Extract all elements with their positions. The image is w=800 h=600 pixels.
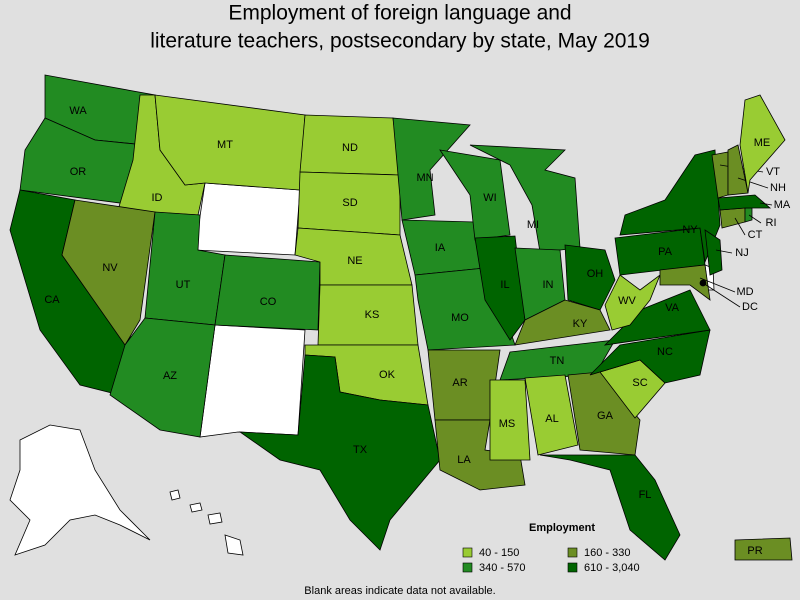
legend-title: Employment [529,522,595,534]
state-label: PR [747,545,762,557]
legend-label: 160 - 330 [584,547,630,559]
state-label: CA [44,294,60,306]
state-label: MI [527,219,539,231]
state-label: NH [770,182,786,194]
legend-swatch [567,562,578,573]
state-label: RI [766,217,777,229]
state [514,299,611,346]
state-label: AZ [163,370,177,382]
state-label: OR [70,166,87,178]
state [589,329,711,384]
state-label: NJ [735,247,748,259]
state-blank [9,424,151,556]
state-label: NE [347,255,362,267]
callout-line [715,249,733,254]
legend-swatch [462,562,473,573]
state-label: NC [657,346,673,358]
legend-label: 340 - 570 [479,562,525,574]
state-label: MN [416,172,433,184]
state-blank [169,489,181,501]
callout-line [748,214,762,224]
state-label: IL [500,279,509,291]
title-line: Employment of foreign language and [228,2,571,25]
state-label: IA [435,242,446,254]
legend: 40 - 150 160 - 330 340 - 570 610 - 3,040 [462,547,640,574]
state-blank [207,512,223,525]
state-label: MO [451,312,469,324]
state-blank [194,182,301,256]
state-label: KY [573,318,588,330]
state [704,229,723,276]
state-label: VT [766,166,780,178]
state [739,94,786,194]
state [524,374,579,456]
state-label: SC [632,377,647,389]
state-label: ID [152,192,163,204]
state-label: NY [682,224,698,236]
states: WA OR CA ID MT NV UT AZ CO ND SD NE KS OK TX MN IA MO AR LA… [9,74,793,561]
state [474,235,526,341]
state [717,194,772,211]
state-label: AL [545,413,558,425]
state-label: AR [452,377,467,389]
state-label: NV [102,262,118,274]
state [214,254,321,331]
state-label: LA [457,454,471,466]
state-label: TX [353,444,368,456]
state-label: MA [774,199,791,211]
state-label: WV [618,295,636,307]
state-blank [224,534,244,556]
state [238,354,441,551]
callout-line [699,277,736,293]
state [734,537,793,561]
state [539,454,681,561]
callout-line [759,202,773,206]
state [619,149,721,264]
callout-line [737,177,769,189]
state [61,199,156,346]
state-label: WI [483,192,496,204]
state-label: WA [69,105,87,117]
state [392,117,471,221]
legend-swatch [462,547,473,558]
state-label: TN [550,355,565,367]
state-label: MT [217,139,233,151]
state [744,207,753,223]
state-label: GA [597,410,614,422]
legend-label: 610 - 3,040 [584,562,640,574]
callout-line [702,282,741,308]
state-label: PA [658,246,673,258]
state-label: SD [342,197,357,209]
state-label: VA [665,302,680,314]
state-label: CO [260,296,277,308]
title-line: literature teachers, postsecondary by st… [150,30,650,53]
note: Blank areas indicate data not available. [304,585,495,597]
state-label: OH [587,268,604,280]
state-blank [199,324,306,438]
callout-line [734,217,746,236]
state [604,273,661,331]
state [564,244,616,311]
state-label: DC [742,301,758,313]
state-label: IN [543,279,554,291]
blank-areas [9,182,715,556]
state-blank [189,502,203,513]
state-label: KS [365,309,380,321]
legend-swatch [567,547,578,558]
legend-label: 40 - 150 [479,547,519,559]
state-label: FL [639,489,652,501]
state-label: CT [748,229,763,241]
state-label: OK [379,369,396,381]
state-label: ND [342,142,358,154]
state-label: MS [499,418,516,430]
state [659,264,711,301]
state [489,379,531,461]
state-label: MD [736,286,753,298]
state-label: ME [754,137,771,149]
state-label: UT [176,279,191,291]
state [434,419,526,491]
